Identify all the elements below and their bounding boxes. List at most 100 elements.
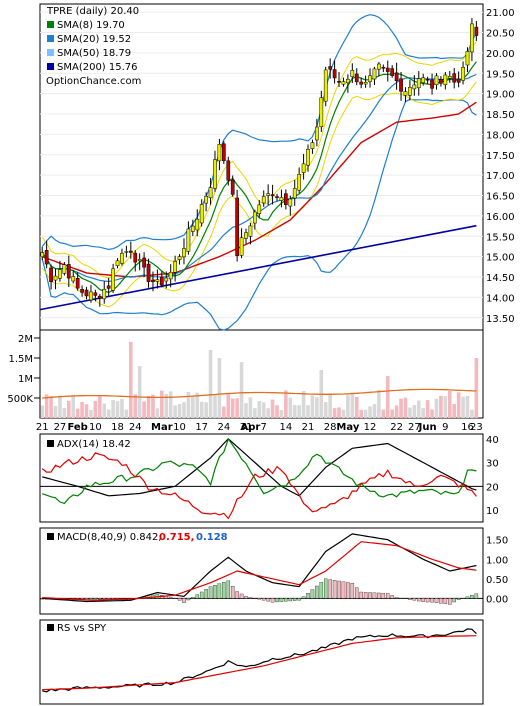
candle-body: [226, 160, 231, 181]
price-tick-label: 16.50: [486, 192, 515, 203]
volume-bar: [253, 408, 257, 418]
candle-body: [385, 67, 390, 72]
volume-bar: [416, 400, 421, 418]
candle-body: [75, 278, 80, 289]
candle-body: [350, 70, 355, 77]
candle-body: [58, 269, 62, 279]
candle-body: [408, 86, 412, 96]
date-tick-label: 23: [470, 422, 483, 433]
volume-bar: [394, 405, 399, 418]
volume-bar: [106, 409, 111, 418]
date-tick-label: 10: [89, 422, 102, 433]
volume-bar: [151, 394, 155, 418]
candle-body: [310, 142, 315, 149]
price-tick-label: 15.00: [486, 253, 515, 264]
legend-swatch: [47, 63, 54, 70]
legend-swatch: [47, 533, 54, 540]
macd-histogram-bar: [98, 598, 102, 600]
volume-bar: [363, 409, 368, 418]
macd-histogram-bar: [372, 592, 377, 599]
volume-bar: [248, 397, 253, 418]
candle-body: [372, 68, 377, 80]
bollinger-lower-band: [41, 98, 477, 331]
volume-bar: [186, 391, 191, 418]
volume-tick-label: 500K: [7, 394, 33, 405]
candle-body: [208, 187, 213, 199]
candle-body: [354, 73, 359, 83]
macd-histogram-bar: [306, 593, 310, 599]
macd-histogram-bar: [191, 597, 195, 599]
candle-body: [439, 79, 443, 84]
adx-series-line: [42, 437, 477, 505]
volume-bar: [350, 392, 355, 418]
volume-bar: [323, 402, 328, 418]
candle-body: [337, 81, 341, 83]
volume-bar: [208, 350, 213, 418]
date-tick-label: 24: [129, 422, 142, 433]
volume-bar: [257, 401, 262, 418]
volume-bar: [98, 395, 102, 418]
macd-histogram-bar: [244, 596, 248, 599]
macd-histogram-bar: [470, 595, 474, 599]
macd-histogram-bar: [270, 598, 275, 603]
macd-histogram-bar: [297, 598, 301, 601]
candle-body: [221, 143, 226, 161]
candle-body: [394, 72, 399, 82]
legend-swatch: [47, 35, 54, 42]
volume-bar: [434, 398, 439, 418]
volume-bar: [49, 396, 53, 418]
candle-body: [465, 51, 470, 66]
volume-bar: [213, 394, 217, 418]
legend-label: SMA(20) 19.52: [57, 34, 131, 45]
volume-bar: [146, 395, 151, 418]
volume-bar: [84, 404, 89, 418]
macd-histogram-bar: [217, 583, 222, 599]
macd-histogram-bar: [168, 597, 173, 599]
volume-bar: [62, 407, 67, 418]
price-tick-label: 21.00: [486, 8, 515, 19]
volume-bar: [315, 397, 319, 418]
candle-body: [381, 66, 386, 69]
volume-bar: [195, 392, 200, 418]
volume-bar: [403, 397, 408, 418]
adx-legend-label: ADX(14) 18.42: [57, 439, 131, 450]
macd-histogram-bar: [195, 594, 200, 599]
volume-bar: [354, 396, 359, 418]
date-tick-label: 10: [173, 422, 186, 433]
adx-tick-label: 30: [486, 459, 499, 470]
volume-bar: [297, 405, 301, 418]
candle-body: [53, 275, 58, 281]
macd-histogram-bar: [359, 591, 363, 599]
volume-bar: [80, 402, 84, 418]
date-tick-label: 16: [461, 422, 474, 433]
price-tick-label: 16.00: [486, 212, 515, 223]
candle-body: [168, 272, 173, 280]
price-tick-label: 20.50: [486, 29, 515, 40]
candle-body: [399, 78, 403, 92]
volume-bar: [115, 401, 120, 418]
candle-body: [173, 261, 177, 273]
volume-bar: [341, 409, 346, 418]
volume-bar: [346, 395, 350, 418]
macd-histogram-bar: [222, 582, 226, 599]
volume-bar: [261, 402, 266, 418]
candle-body: [443, 74, 448, 86]
macd-histogram-bar: [412, 598, 417, 601]
macd-histogram-bar: [284, 598, 288, 602]
volume-bar: [279, 409, 284, 418]
macd-histogram-bar: [439, 598, 443, 604]
price-tick-label: 14.00: [486, 293, 515, 304]
volume-bar: [465, 395, 470, 418]
macd-histogram-bar: [93, 598, 98, 600]
volume-bar: [137, 366, 142, 418]
macd-signal-value: 0.715,: [159, 532, 194, 543]
candle-body: [346, 78, 350, 84]
candle-body: [284, 193, 288, 205]
bollinger-upper-band: [41, 14, 477, 251]
date-tick-label: 27: [54, 422, 67, 433]
macd-histogram-bar: [323, 578, 328, 599]
macd-histogram-bar: [328, 579, 332, 599]
date-tick-label: May: [336, 422, 359, 433]
candle-body: [416, 78, 421, 89]
macd-histogram-bar: [182, 598, 186, 603]
